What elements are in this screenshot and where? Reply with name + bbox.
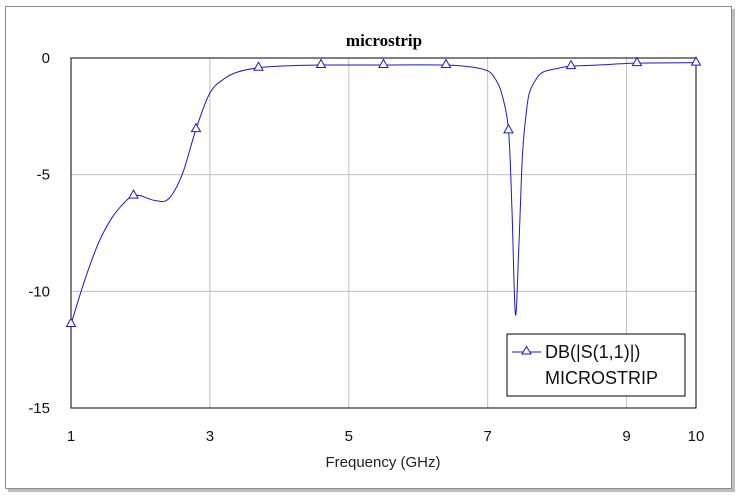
grid [71, 58, 696, 408]
data-point-marker [65, 317, 77, 327]
data-point-marker [315, 58, 327, 68]
y-tick-label: -15 [28, 400, 50, 417]
data-point-marker [565, 59, 577, 70]
y-tick-label: -10 [28, 283, 50, 300]
legend-box [506, 333, 686, 397]
series-layer [65, 56, 702, 327]
x-tick-label: 5 [345, 428, 353, 445]
data-point-marker [440, 58, 452, 68]
x-tick-label: 3 [206, 428, 214, 445]
data-point-marker [128, 189, 139, 199]
x-tick-label: 1 [67, 428, 75, 445]
x-tick-label: 10 [688, 428, 705, 445]
plot-area [70, 57, 697, 409]
data-point-marker [503, 123, 514, 134]
x-tick-label: 7 [483, 428, 491, 445]
series-line [70, 62, 697, 325]
legend-entry: DB(|S(1,1)|) [545, 342, 640, 362]
legend: DB(|S(1,1)|) MICROSTRIP [506, 333, 686, 397]
data-point-marker [190, 122, 202, 133]
data-point-marker [690, 56, 702, 66]
data-point-marker [378, 58, 389, 68]
legend-triangle-marker [521, 345, 532, 355]
y-tick-label: 0 [42, 50, 50, 67]
legend-subtitle: MICROSTRIP [545, 368, 658, 388]
data-point-marker [631, 56, 643, 67]
tick-labels: 1 3 5 7 9 10 0 -5 -10 -15 [28, 50, 704, 445]
chart-title: microstrip [346, 31, 422, 50]
x-axis-label: Frequency (GHz) [325, 454, 440, 471]
x-tick-label: 9 [622, 428, 630, 445]
y-tick-label: -5 [37, 167, 50, 184]
data-point-marker [253, 61, 264, 71]
